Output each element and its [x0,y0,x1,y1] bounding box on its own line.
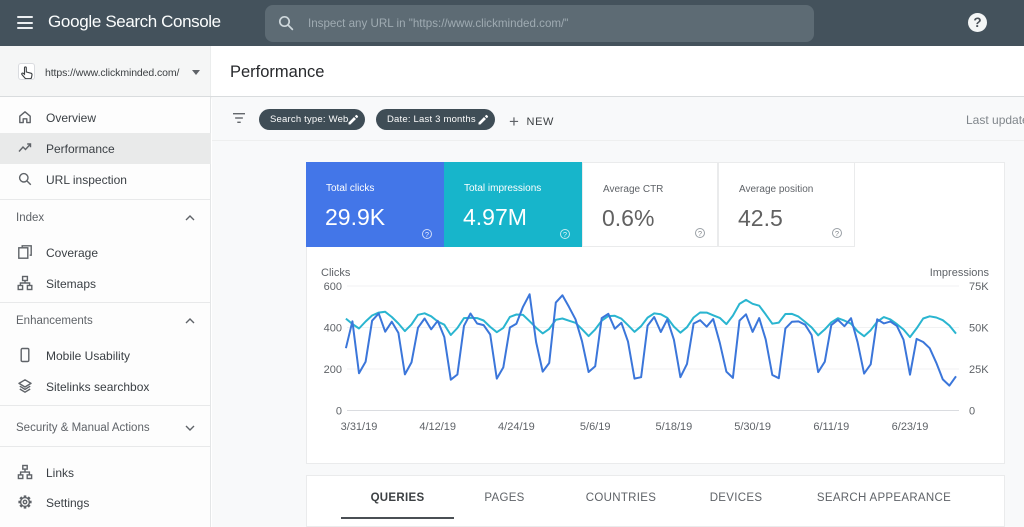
svg-text:Clicks: Clicks [321,267,351,279]
svg-text:400: 400 [324,323,342,335]
svg-text:25K: 25K [969,364,989,376]
svg-text:4/24/19: 4/24/19 [498,421,535,433]
svg-text:0: 0 [969,406,975,418]
svg-text:5/18/19: 5/18/19 [656,421,693,433]
svg-text:50K: 50K [969,323,989,335]
svg-text:0: 0 [336,406,342,418]
svg-text:200: 200 [324,364,342,376]
svg-text:6/23/19: 6/23/19 [892,421,929,433]
svg-text:5/30/19: 5/30/19 [734,421,771,433]
svg-text:75K: 75K [969,281,989,293]
svg-text:Impressions: Impressions [930,267,990,279]
svg-text:6/11/19: 6/11/19 [813,421,849,433]
svg-text:5/6/19: 5/6/19 [580,421,611,433]
svg-text:600: 600 [324,281,342,293]
svg-text:3/31/19: 3/31/19 [341,421,378,433]
svg-text:4/12/19: 4/12/19 [419,421,456,433]
